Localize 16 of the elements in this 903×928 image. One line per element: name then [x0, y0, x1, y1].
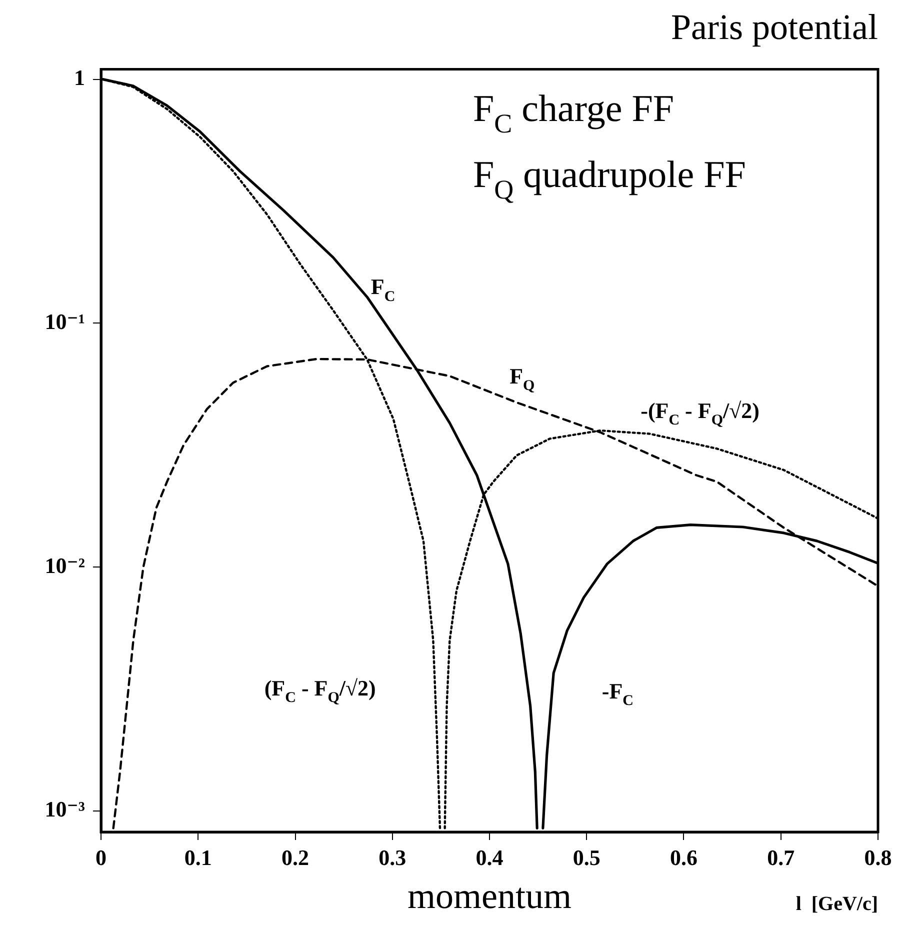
- y-tick-label: 10⁻³: [44, 796, 86, 822]
- x-tick-label: 0.3: [378, 844, 406, 870]
- x-tick-label: 0.5: [572, 844, 600, 870]
- x-tick-label: 0.1: [184, 844, 212, 870]
- y-tick-label: 1: [74, 64, 85, 90]
- chart-title: Paris potential: [671, 7, 878, 48]
- x-tick-label: 0.2: [282, 844, 309, 870]
- x-tick-label: 0: [96, 844, 106, 870]
- text: l [GeV/c]: [796, 893, 878, 915]
- y-tick-label: 10⁻²: [44, 552, 86, 578]
- x-tick-label: 0.6: [670, 844, 698, 870]
- x-tick-label: 0.8: [864, 844, 892, 870]
- y-tick-label: 10⁻¹: [44, 308, 85, 334]
- x-axis-title: momentum: [408, 876, 572, 916]
- x-tick-label: 0.4: [476, 844, 504, 870]
- x-tick-label: 0.7: [767, 844, 795, 870]
